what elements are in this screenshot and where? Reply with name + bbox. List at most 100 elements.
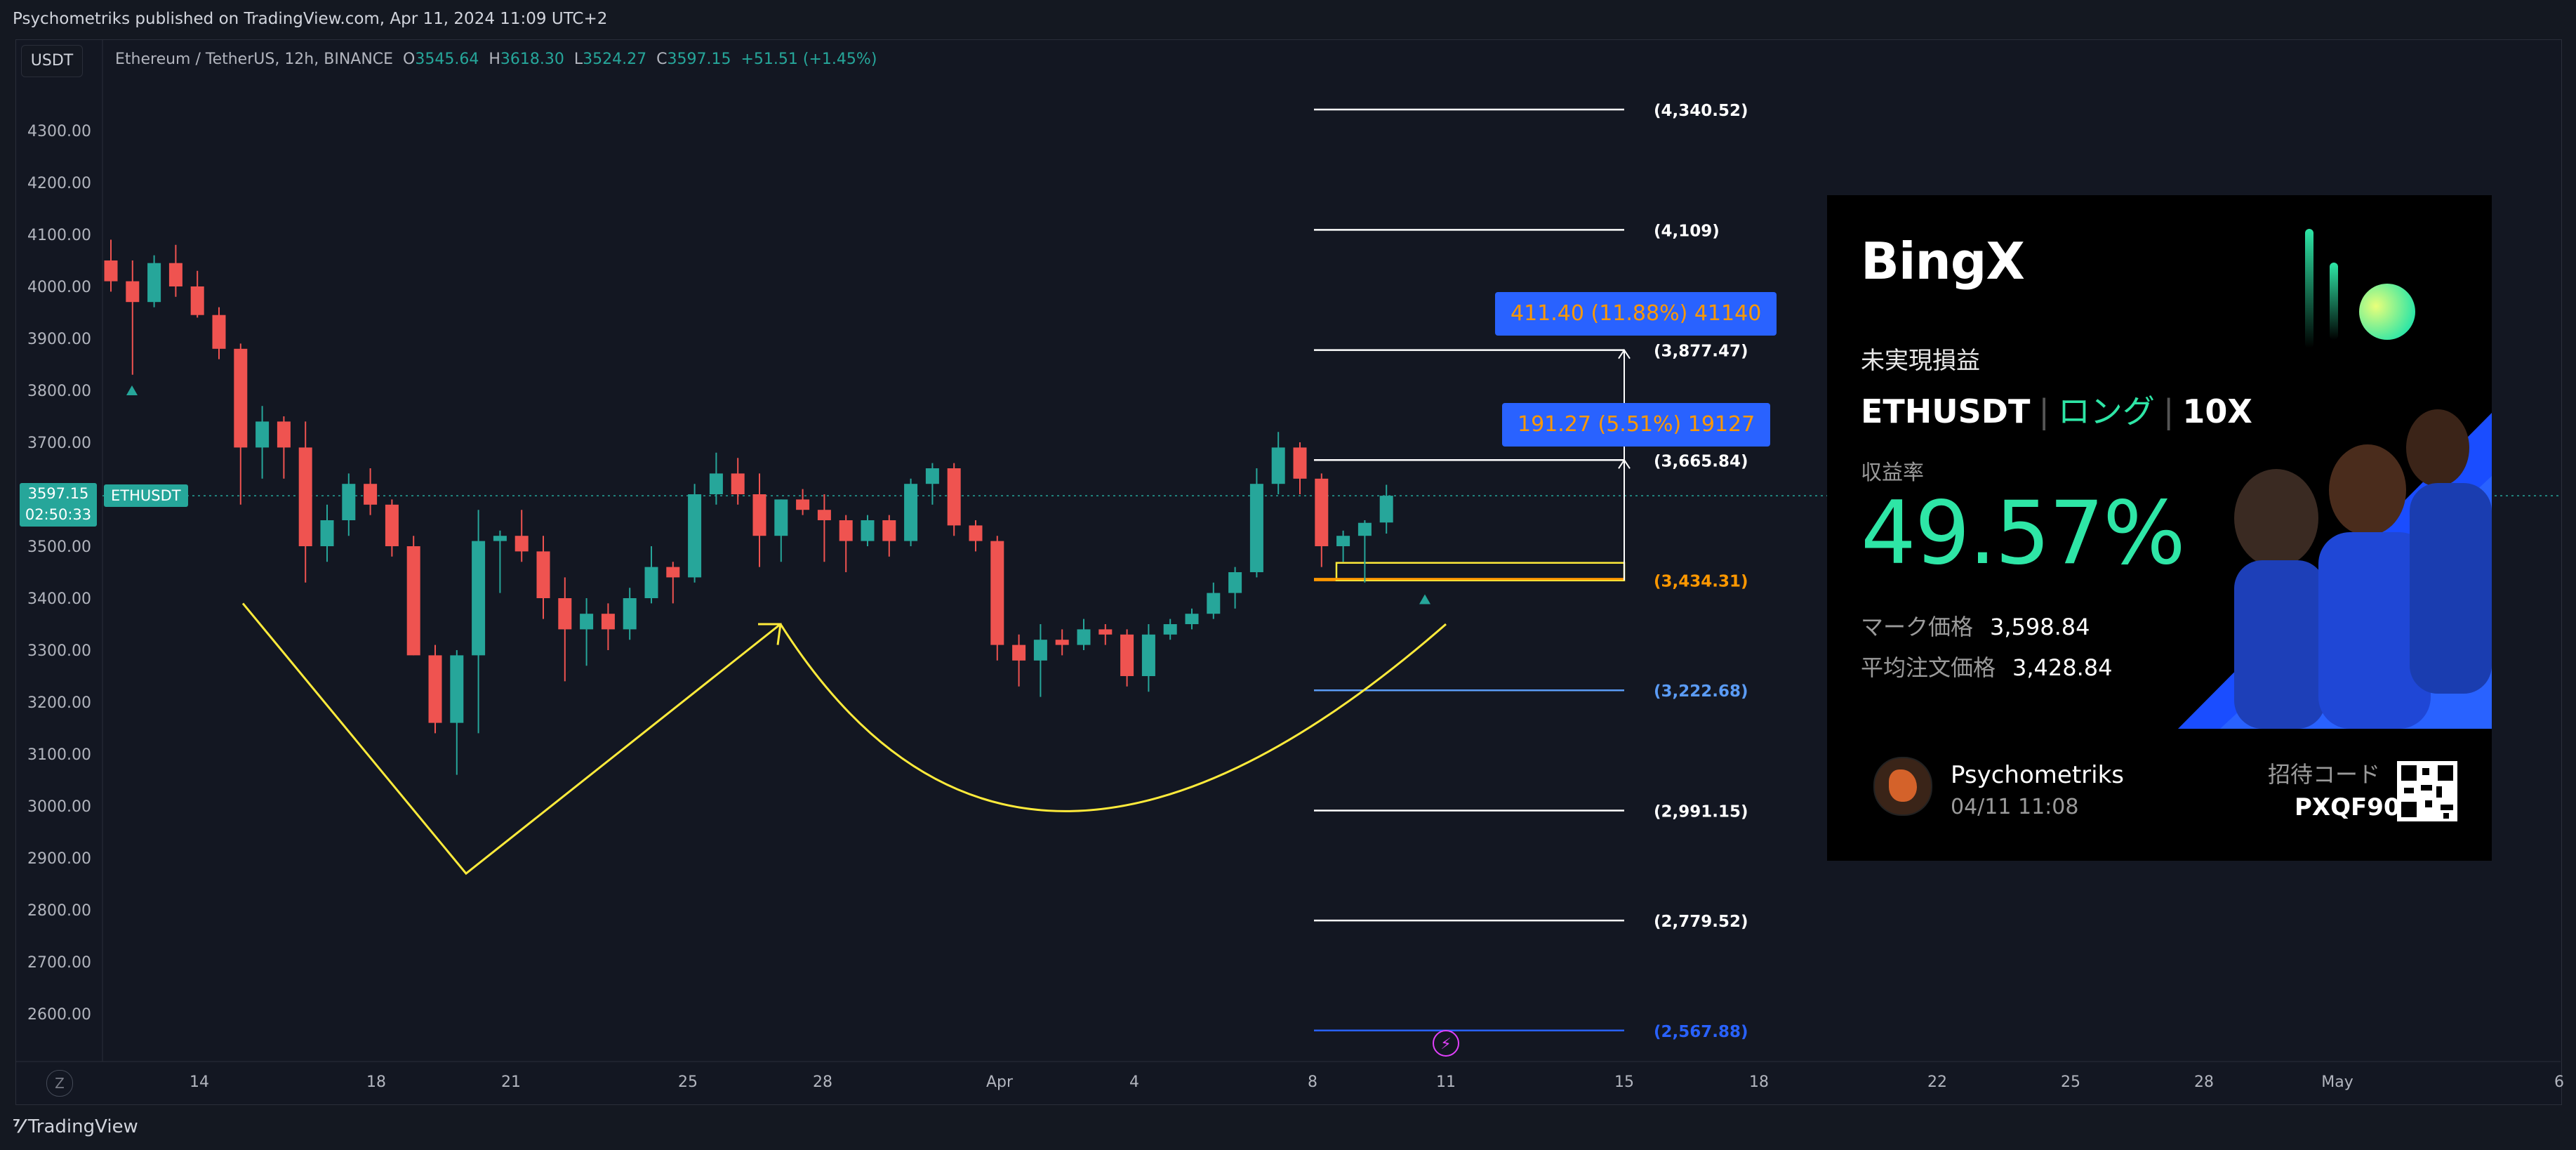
x-tick-label: 28 <box>2194 1073 2214 1091</box>
fib-level-label: (2,991.15) <box>1654 803 1748 821</box>
candle-body-down <box>1055 640 1069 645</box>
mark-price: 3,598.84 <box>1990 614 2090 640</box>
candle-body-up <box>580 614 594 630</box>
rate-value: 49.57% <box>1861 483 2186 584</box>
card-decoration <box>2178 229 2492 729</box>
candle-body-down <box>731 473 745 494</box>
candle-body-up <box>493 536 507 541</box>
zoom-button[interactable]: Z <box>46 1070 73 1097</box>
y-tick-label: 3200.00 <box>27 694 91 712</box>
v-pattern-line <box>241 602 781 875</box>
measure-arrowhead-2 <box>1618 458 1631 469</box>
currency-button[interactable]: USDT <box>21 45 83 77</box>
y-tick-label: 4000.00 <box>27 279 91 296</box>
card-leverage: 10X <box>2182 392 2252 430</box>
lightning-icon <box>1433 1030 1459 1057</box>
entry-zone-rect <box>1335 562 1626 581</box>
fib-level-label: (3,434.31) <box>1654 573 1748 591</box>
y-tick-label: 3300.00 <box>27 642 91 660</box>
candle-body-up <box>147 263 161 303</box>
card-direction: ロング <box>2057 392 2155 430</box>
footer-bar: ⁷⁄ TradingView <box>0 1105 2576 1150</box>
candle-body-down <box>1120 634 1134 676</box>
y-tick-label: 3100.00 <box>27 746 91 764</box>
x-tick-label: 8 <box>1308 1073 1317 1091</box>
candle-body-down <box>882 520 896 541</box>
candle-body-up <box>1207 593 1221 614</box>
candle-body-down <box>277 421 291 448</box>
invite-code: PXQF90 <box>2295 793 2401 821</box>
x-tick-label: 18 <box>1749 1073 1769 1091</box>
symbol-name[interactable]: Ethereum / TetherUS, 12h, BINANCE <box>115 51 394 68</box>
candle-body-up <box>861 520 875 541</box>
x-tick-label: 25 <box>2061 1073 2080 1091</box>
measure-label-2[interactable]: 191.27 (5.51%) 19127 <box>1502 403 1771 447</box>
symbol-tag: ETHUSDT <box>104 484 188 507</box>
fib-level-label: (2,779.52) <box>1654 913 1748 931</box>
y-tick-label: 3500.00 <box>27 538 91 556</box>
candle-body-up <box>342 484 356 520</box>
y-tick-label: 2900.00 <box>27 850 91 868</box>
bingx-pnl-card: BingX 未実現損益 ETHUSDT | ロング | 10X 収益率 49.57% マ… <box>1827 195 2492 861</box>
candle-body-down <box>601 614 615 630</box>
fib-level-label: (3,877.47) <box>1654 343 1748 361</box>
y-tick-label: 2600.00 <box>27 1006 91 1024</box>
candle-body-up <box>774 499 788 536</box>
x-tick-label: 4 <box>1129 1073 1139 1091</box>
card-pair: ETHUSDT <box>1861 392 2031 430</box>
x-tick-label: 22 <box>1927 1073 1947 1091</box>
candle-body-up <box>1357 522 1372 536</box>
candle-body-up <box>450 655 464 723</box>
candle-body-up <box>472 541 486 656</box>
x-tick-label: 15 <box>1614 1073 1634 1091</box>
y-tick-label: 4300.00 <box>27 123 91 140</box>
candle-body-down <box>385 504 399 546</box>
measure-label-1[interactable]: 411.40 (11.88%) 41140 <box>1495 292 1777 336</box>
avg-price: 3,428.84 <box>2012 654 2113 681</box>
fib-level-label: (3,222.68) <box>1654 682 1748 701</box>
candle-body-up <box>1249 484 1263 572</box>
bar-countdown: 02:50:33 <box>25 506 92 523</box>
candle-body-down <box>752 494 766 536</box>
measure-arrowhead-1 <box>1618 348 1631 359</box>
invite-label: 招待コード <box>2268 761 2381 788</box>
candle-body-up <box>1033 640 1047 661</box>
candle-body-down <box>666 567 680 578</box>
tradingview-logo[interactable]: ⁷⁄ TradingView <box>13 1116 138 1137</box>
dragon-icon <box>1889 769 1917 802</box>
candle-body-up <box>709 473 723 494</box>
close-value: 3597.15 <box>667 51 731 68</box>
candle-body-down <box>104 260 118 282</box>
candle-body-up <box>1163 624 1177 635</box>
candle-body-down <box>536 551 550 598</box>
fib-level-label: (2,567.88) <box>1654 1023 1748 1041</box>
last-price-tag: 3597.15 02:50:33 <box>20 483 97 527</box>
y-tick-label: 3900.00 <box>27 331 91 348</box>
chart-canvas[interactable]: 4300.00 4200.00 4100.00 4000.00 3900.00 3800.… <box>0 0 2576 1105</box>
candle-body-down <box>234 348 248 448</box>
tv-icon: ⁷⁄ <box>13 1116 24 1137</box>
candle-body-up <box>1379 496 1393 523</box>
candle-body-down <box>514 536 529 552</box>
y-tick-label: 4100.00 <box>27 227 91 244</box>
candle-body-up <box>1077 629 1091 645</box>
y-tick-label: 3800.00 <box>27 383 91 400</box>
symbol-legend: Ethereum / TetherUS, 12h, BINANCE O3545.… <box>115 51 877 68</box>
candle-body-down <box>1012 645 1026 661</box>
x-tick-label: 14 <box>190 1073 209 1091</box>
candle-body-down <box>428 655 442 723</box>
bingx-logo: BingX <box>1861 232 2025 291</box>
mark-price-row: マーク価格 3,598.84 <box>1861 614 2090 640</box>
candle-body-down <box>817 510 831 520</box>
candle-body-up <box>1336 536 1350 546</box>
candle-body-down <box>839 520 853 541</box>
candle-body-up <box>1228 572 1242 593</box>
players-image <box>2234 409 2492 729</box>
candle-body-up <box>688 494 702 578</box>
y-tick-label: 4200.00 <box>27 175 91 192</box>
candle-body-up <box>623 598 637 630</box>
candle-body-down <box>126 281 140 303</box>
candle-body-up <box>1271 447 1285 484</box>
candle-body-down <box>364 484 378 505</box>
fib-level-label: (4,340.52) <box>1654 102 1748 120</box>
